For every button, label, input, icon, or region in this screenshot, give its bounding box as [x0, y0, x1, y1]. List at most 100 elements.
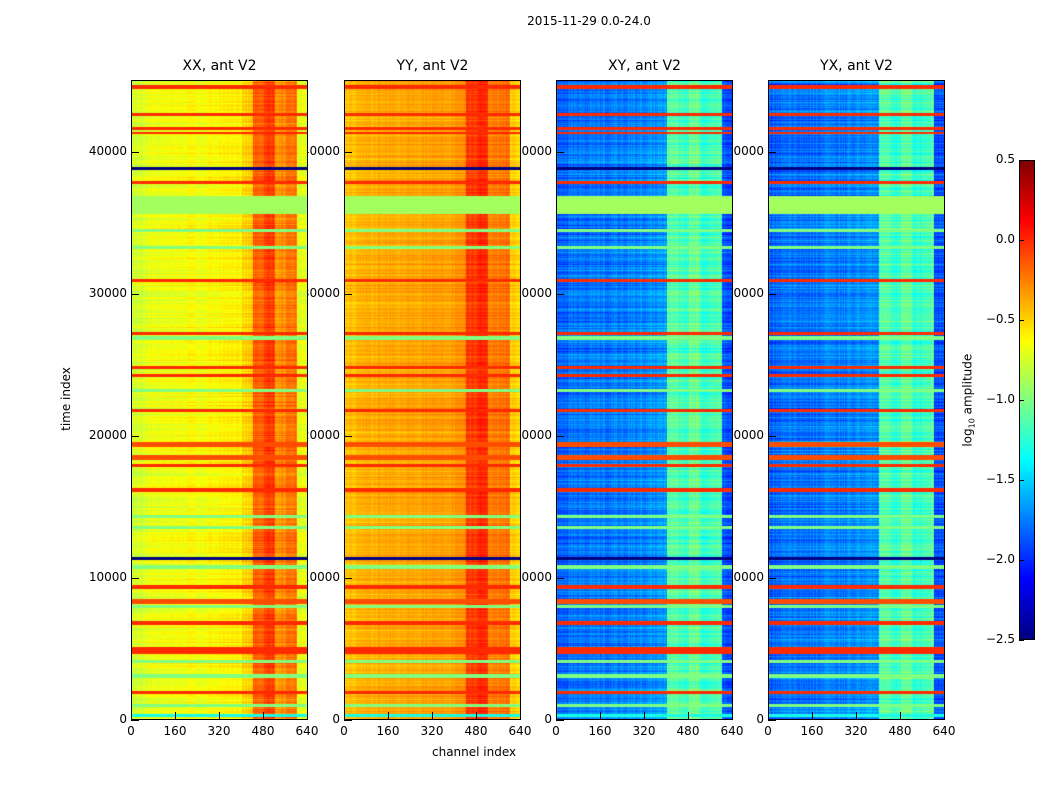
heatmap-cells — [345, 81, 520, 719]
y-tick-mark — [768, 152, 776, 154]
y-tick-mark — [131, 152, 139, 154]
colorbar-label-amplitude: amplitude — [960, 353, 975, 419]
x-tick-mark — [856, 712, 857, 720]
heatmap-panel-xx — [131, 80, 308, 720]
y-tick-mark — [556, 294, 564, 296]
x-tick-label: 160 — [376, 724, 400, 738]
y-tick-label: 20000 — [725, 428, 764, 443]
y-tick-label: 20000 — [513, 428, 552, 443]
y-tick-mark — [768, 436, 776, 438]
heatmap-cells — [132, 81, 307, 719]
heatmap-cells — [769, 81, 944, 719]
y-tick-mark — [768, 578, 776, 580]
colorbar-label: log10 amplitude — [960, 354, 976, 447]
y-tick-mark — [556, 152, 564, 154]
colorbar-label-base: 10 — [967, 418, 977, 429]
y-tick-label: 10000 — [725, 570, 764, 585]
x-tick-mark — [307, 712, 308, 720]
x-tick-label: 480 — [464, 724, 488, 738]
y-tick-mark — [344, 720, 352, 721]
colorbar-tick-label: −1.5 — [985, 472, 1015, 486]
y-axis-label: time index — [58, 367, 73, 431]
x-tick-mark — [732, 712, 733, 720]
colorbar-tick-mark — [1019, 320, 1024, 321]
x-tick-mark — [944, 712, 945, 720]
x-tick-mark — [388, 712, 389, 720]
x-tick-label: 480 — [251, 724, 275, 738]
colorbar-tick-label: −0.5 — [985, 312, 1015, 326]
y-tick-mark — [768, 294, 776, 296]
colorbar-tick-mark — [1019, 160, 1024, 161]
y-tick-label: 20000 — [301, 428, 340, 443]
x-tick-label: 160 — [800, 724, 824, 738]
x-tick-label: 640 — [508, 724, 532, 738]
heatmap-panel-yy — [344, 80, 521, 720]
heatmap-panel-xy — [556, 80, 733, 720]
y-tick-label: 0 — [332, 712, 340, 726]
y-tick-label: 40000 — [725, 144, 764, 159]
colorbar-tick-label: −2.0 — [985, 552, 1015, 566]
x-tick-label: 480 — [888, 724, 912, 738]
x-tick-label: 0 — [340, 724, 348, 738]
colorbar-tick-label: 0.0 — [995, 232, 1015, 246]
colorbar-tick-mark — [1019, 400, 1024, 401]
x-tick-mark — [476, 712, 477, 720]
y-tick-label: 0 — [544, 712, 552, 726]
x-tick-label: 160 — [163, 724, 187, 738]
y-tick-label: 30000 — [513, 286, 552, 301]
y-tick-mark — [344, 578, 352, 580]
panel-title: XX, ant V2 — [182, 58, 257, 74]
y-tick-mark — [556, 436, 564, 438]
x-tick-label: 640 — [932, 724, 956, 738]
panel-title: YY, ant V2 — [396, 58, 469, 74]
figure-title: 2015-11-29 0.0-24.0 — [527, 14, 651, 28]
y-tick-mark — [131, 436, 139, 438]
x-tick-mark — [175, 712, 176, 720]
x-tick-label: 0 — [552, 724, 560, 738]
y-tick-label: 20000 — [88, 428, 127, 443]
panel-title: YX, ant V2 — [820, 58, 893, 74]
x-tick-mark — [688, 712, 689, 720]
x-tick-label: 320 — [844, 724, 868, 738]
y-tick-label: 40000 — [513, 144, 552, 159]
y-tick-label: 10000 — [301, 570, 340, 585]
y-tick-label: 10000 — [513, 570, 552, 585]
y-tick-label: 30000 — [725, 286, 764, 301]
colorbar-tick-mark — [1019, 240, 1024, 241]
panel-title: XY, ant V2 — [608, 58, 681, 74]
y-tick-mark — [556, 578, 564, 580]
y-tick-mark — [556, 720, 564, 721]
y-tick-label: 0 — [756, 712, 764, 726]
x-tick-mark — [556, 712, 557, 720]
y-tick-mark — [131, 578, 139, 580]
y-tick-label: 40000 — [88, 144, 127, 159]
x-tick-mark — [768, 712, 769, 720]
colorbar-tick-label: 0.5 — [995, 152, 1015, 166]
x-tick-label: 480 — [676, 724, 700, 738]
heatmap-panel-yx — [768, 80, 945, 720]
x-tick-mark — [344, 712, 345, 720]
colorbar-tick-mark — [1019, 480, 1024, 481]
x-tick-label: 640 — [720, 724, 744, 738]
y-tick-label: 0 — [119, 712, 127, 726]
colorbar-label-log: log — [960, 428, 975, 447]
x-tick-label: 160 — [588, 724, 612, 738]
x-tick-mark — [900, 712, 901, 720]
x-tick-mark — [263, 712, 264, 720]
y-tick-mark — [344, 152, 352, 154]
y-tick-label: 10000 — [88, 570, 127, 585]
x-tick-mark — [520, 712, 521, 720]
x-tick-mark — [432, 712, 433, 720]
colorbar-gradient — [1020, 161, 1034, 639]
x-tick-mark — [131, 712, 132, 720]
x-tick-mark — [644, 712, 645, 720]
y-tick-mark — [131, 720, 139, 721]
x-tick-label: 0 — [764, 724, 772, 738]
colorbar-tick-label: −1.0 — [985, 392, 1015, 406]
x-tick-mark — [219, 712, 220, 720]
x-tick-label: 640 — [295, 724, 319, 738]
y-tick-mark — [131, 294, 139, 296]
y-tick-mark — [768, 720, 776, 721]
x-tick-mark — [812, 712, 813, 720]
